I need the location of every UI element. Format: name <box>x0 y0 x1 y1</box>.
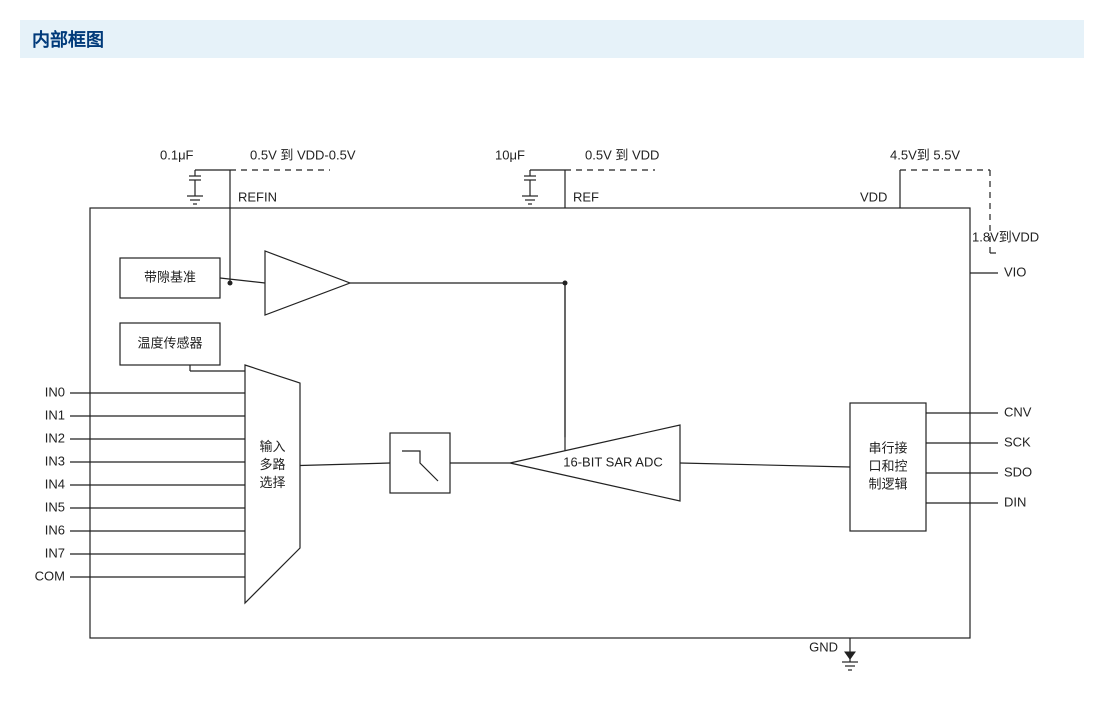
svg-text:GND: GND <box>809 639 838 654</box>
svg-text:IN6: IN6 <box>45 522 65 537</box>
svg-text:选择: 选择 <box>259 475 285 490</box>
svg-text:串行接: 串行接 <box>868 440 907 455</box>
title-bar: 内部框图 <box>20 20 1084 58</box>
svg-text:输入: 输入 <box>259 439 285 454</box>
svg-text:1.8V到VDD: 1.8V到VDD <box>972 229 1039 244</box>
svg-text:带隙基准: 带隙基准 <box>144 269 196 284</box>
svg-text:温度传感器: 温度传感器 <box>137 335 202 350</box>
svg-text:IN7: IN7 <box>45 545 65 560</box>
svg-text:VIO: VIO <box>1004 264 1026 279</box>
svg-text:SCK: SCK <box>1004 434 1031 449</box>
svg-text:16-BIT SAR ADC: 16-BIT SAR ADC <box>563 454 662 469</box>
svg-text:制逻辑: 制逻辑 <box>868 476 907 491</box>
svg-text:IN3: IN3 <box>45 453 65 468</box>
svg-text:VDD: VDD <box>860 189 887 204</box>
svg-text:CNV: CNV <box>1004 404 1032 419</box>
svg-text:IN4: IN4 <box>45 476 65 491</box>
svg-text:4.5V到 5.5V: 4.5V到 5.5V <box>890 147 960 162</box>
svg-text:IN0: IN0 <box>45 384 65 399</box>
title-text: 内部框图 <box>32 30 104 50</box>
diagram-svg: REFIN 0.1μF 0.5V 到 VDD-0.5V REF 10μF 0.5V 到 V… <box>20 98 1080 698</box>
svg-text:0.5V 到 VDD-0.5V: 0.5V 到 VDD-0.5V <box>250 147 356 162</box>
svg-text:IN1: IN1 <box>45 407 65 422</box>
svg-text:REFIN: REFIN <box>238 189 277 204</box>
block-diagram: REFIN 0.1μF 0.5V 到 VDD-0.5V REF 10μF 0.5V 到 V… <box>20 98 1080 698</box>
svg-text:IN5: IN5 <box>45 499 65 514</box>
svg-text:口和控: 口和控 <box>868 458 907 473</box>
svg-text:SDO: SDO <box>1004 464 1032 479</box>
svg-text:0.1μF: 0.1μF <box>160 147 194 162</box>
svg-text:COM: COM <box>35 568 65 583</box>
svg-text:多路: 多路 <box>259 457 285 472</box>
svg-text:10μF: 10μF <box>495 147 525 162</box>
svg-text:IN2: IN2 <box>45 430 65 445</box>
svg-text:0.5V 到 VDD: 0.5V 到 VDD <box>585 147 659 162</box>
svg-text:DIN: DIN <box>1004 494 1026 509</box>
svg-text:REF: REF <box>573 189 599 204</box>
